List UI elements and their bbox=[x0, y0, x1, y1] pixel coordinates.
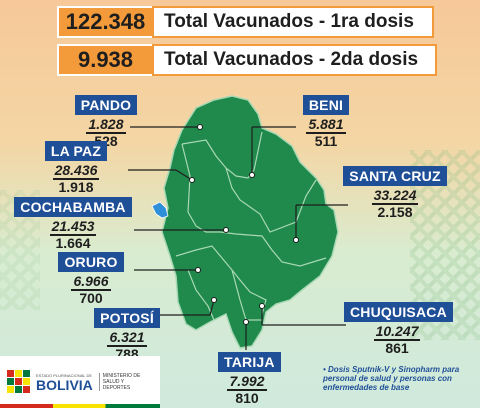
bolivia-emblem-icon bbox=[7, 370, 30, 393]
department-name: CHUQUISACA bbox=[344, 302, 453, 322]
department-potosi: POTOSÍ 6.321 788 bbox=[92, 308, 162, 362]
department-name: POTOSÍ bbox=[94, 308, 160, 328]
department-la-paz: LA PAZ 28.436 1.918 bbox=[36, 141, 116, 195]
first-dose-value: 28.436 bbox=[52, 162, 100, 180]
second-dose-banner: 9.938 Total Vacunados - 2da dosis bbox=[57, 44, 437, 76]
first-dose-count: 122.348 bbox=[57, 6, 152, 38]
second-dose-value: 1.664 bbox=[55, 235, 91, 251]
state-line: ESTADO PLURINACIONAL DE bbox=[36, 372, 93, 378]
department-name: LA PAZ bbox=[44, 141, 108, 161]
department-chuquisaca: CHUQUISACA 10.247 861 bbox=[344, 302, 453, 356]
department-name: COCHABAMBA bbox=[14, 197, 132, 217]
first-dose-value: 1.828 bbox=[86, 116, 126, 134]
first-dose-value: 33.224 bbox=[371, 187, 419, 205]
department-beni: BENI 5.881 511 bbox=[298, 95, 354, 149]
flag-stripe bbox=[0, 404, 160, 408]
department-cochabamba: COCHABAMBA 21.453 1.664 bbox=[14, 197, 132, 251]
first-dose-banner: 122.348 Total Vacunados - 1ra dosis bbox=[57, 6, 434, 38]
department-name: PANDO bbox=[74, 95, 138, 115]
lake-titicaca bbox=[151, 201, 169, 219]
first-dose-value: 21.453 bbox=[49, 218, 97, 236]
bolivia-country-shape bbox=[161, 95, 339, 349]
leader-lines bbox=[128, 126, 348, 350]
department-name: ORURO bbox=[58, 252, 124, 272]
second-dose-value: 700 bbox=[79, 290, 103, 306]
second-dose-value: 511 bbox=[314, 133, 338, 149]
second-dose-value: 861 bbox=[385, 340, 409, 356]
first-dose-value: 6.321 bbox=[107, 329, 147, 347]
department-name: SANTA CRUZ bbox=[343, 166, 447, 186]
first-dose-value: 10.247 bbox=[373, 323, 421, 341]
department-tarija: TARIJA 7.992 810 bbox=[218, 352, 281, 406]
city-markers bbox=[189, 124, 299, 325]
first-dose-value: 6.966 bbox=[71, 273, 111, 291]
department-borders bbox=[175, 131, 327, 321]
country-name: BOLIVIA bbox=[36, 376, 93, 393]
department-name: BENI bbox=[302, 95, 350, 115]
second-dose-label: Total Vacunados - 2da dosis bbox=[152, 44, 437, 76]
second-dose-value: 810 bbox=[235, 390, 259, 406]
ministry-footer: ESTADO PLURINACIONAL DE BOLIVIA MINISTER… bbox=[0, 356, 160, 408]
second-dose-count: 9.938 bbox=[57, 44, 152, 76]
ministry-name: MINISTERIO DE SALUD Y DEPORTES bbox=[98, 373, 143, 391]
vaccine-note: • Dosis Sputnik-V y Sinopharm para perso… bbox=[323, 365, 460, 392]
department-name: TARIJA bbox=[218, 352, 281, 372]
first-dose-value: 7.992 bbox=[227, 373, 267, 391]
department-oruro: ORURO 6.966 700 bbox=[54, 252, 128, 306]
country-block: ESTADO PLURINACIONAL DE BOLIVIA bbox=[36, 373, 93, 392]
first-dose-value: 5.881 bbox=[306, 116, 346, 134]
first-dose-label: Total Vacunados - 1ra dosis bbox=[152, 6, 434, 38]
second-dose-value: 2.158 bbox=[377, 204, 413, 220]
department-santa-cruz: SANTA CRUZ 33.224 2.158 bbox=[340, 166, 450, 220]
second-dose-value: 1.918 bbox=[58, 179, 94, 195]
